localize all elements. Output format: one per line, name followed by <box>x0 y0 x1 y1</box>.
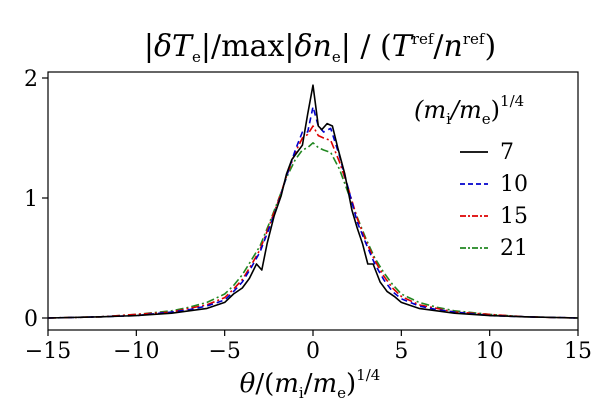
legend-label-7: 7 <box>500 140 514 165</box>
plot-area: −15 −10 −5 0 5 10 15 0 1 2 <box>24 67 592 364</box>
y-tick-label: 1 <box>24 187 38 212</box>
x-axis-label: θ/(mi/me)1/4 <box>240 366 381 402</box>
y-tick-label: 2 <box>24 67 38 92</box>
legend: (mi/me)1/4 7 10 15 21 <box>414 92 528 261</box>
x-tick-label: −10 <box>113 339 159 364</box>
x-tick-label: −5 <box>208 339 240 364</box>
legend-label-10: 10 <box>500 172 528 197</box>
series-line-21 <box>47 142 579 319</box>
x-tick-label: 15 <box>564 339 592 364</box>
x-tick-label: −15 <box>25 339 71 364</box>
x-tick-label: 10 <box>476 339 504 364</box>
series-line-10 <box>47 106 579 319</box>
legend-label-21: 21 <box>500 236 528 261</box>
legend-title: (mi/me)1/4 <box>414 92 524 128</box>
series-line-15 <box>47 125 579 319</box>
x-tick-label: 0 <box>306 339 320 364</box>
y-tick-label: 0 <box>24 307 38 332</box>
chart-title: |δTe|/max|δne| / (Tref/nref) <box>144 29 496 66</box>
x-tick-label: 5 <box>394 339 408 364</box>
series-line-7 <box>47 84 579 319</box>
legend-label-15: 15 <box>500 204 528 229</box>
